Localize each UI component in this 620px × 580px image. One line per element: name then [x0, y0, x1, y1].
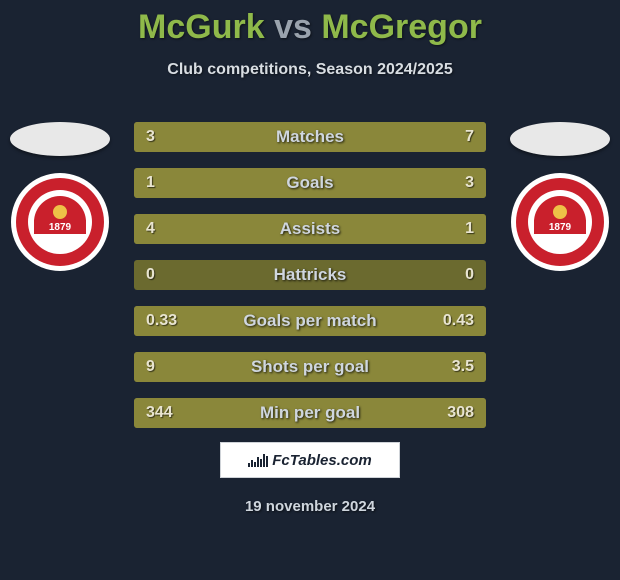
player2-photo-placeholder: [510, 122, 610, 156]
stat-label: Goals: [134, 168, 486, 198]
stat-row: 344308Min per goal: [134, 398, 486, 428]
player2-club-crest: 1879: [510, 172, 610, 272]
stat-row: 41Assists: [134, 214, 486, 244]
player1-photo-placeholder: [10, 122, 110, 156]
stat-row: 93.5Shots per goal: [134, 352, 486, 382]
player2-name: McGregor: [321, 8, 482, 46]
snapshot-date: 19 november 2024: [0, 498, 620, 515]
svg-text:1879: 1879: [49, 222, 72, 233]
brand-bars-icon: [248, 453, 268, 467]
vs-text: vs: [274, 8, 312, 46]
stat-row: 13Goals: [134, 168, 486, 198]
stat-row: 37Matches: [134, 122, 486, 152]
stat-label: Assists: [134, 214, 486, 244]
stat-label: Goals per match: [134, 306, 486, 336]
svg-text:1879: 1879: [549, 222, 572, 233]
subtitle: Club competitions, Season 2024/2025: [0, 61, 620, 79]
stat-label: Matches: [134, 122, 486, 152]
player1-club-crest: 1879: [10, 172, 110, 272]
stat-row: 00Hattricks: [134, 260, 486, 290]
stat-label: Hattricks: [134, 260, 486, 290]
stat-label: Shots per goal: [134, 352, 486, 382]
brand-footer: FcTables.com: [220, 442, 400, 478]
stat-label: Min per goal: [134, 398, 486, 428]
stats-container: 37Matches 13Goals 41Assists 00Hattricks 0.33…: [134, 122, 486, 444]
comparison-title: McGurk vs McGregor: [0, 0, 620, 47]
stat-row: 0.330.43Goals per match: [134, 306, 486, 336]
player1-name: McGurk: [138, 8, 265, 46]
brand-text: FcTables.com: [272, 452, 371, 469]
